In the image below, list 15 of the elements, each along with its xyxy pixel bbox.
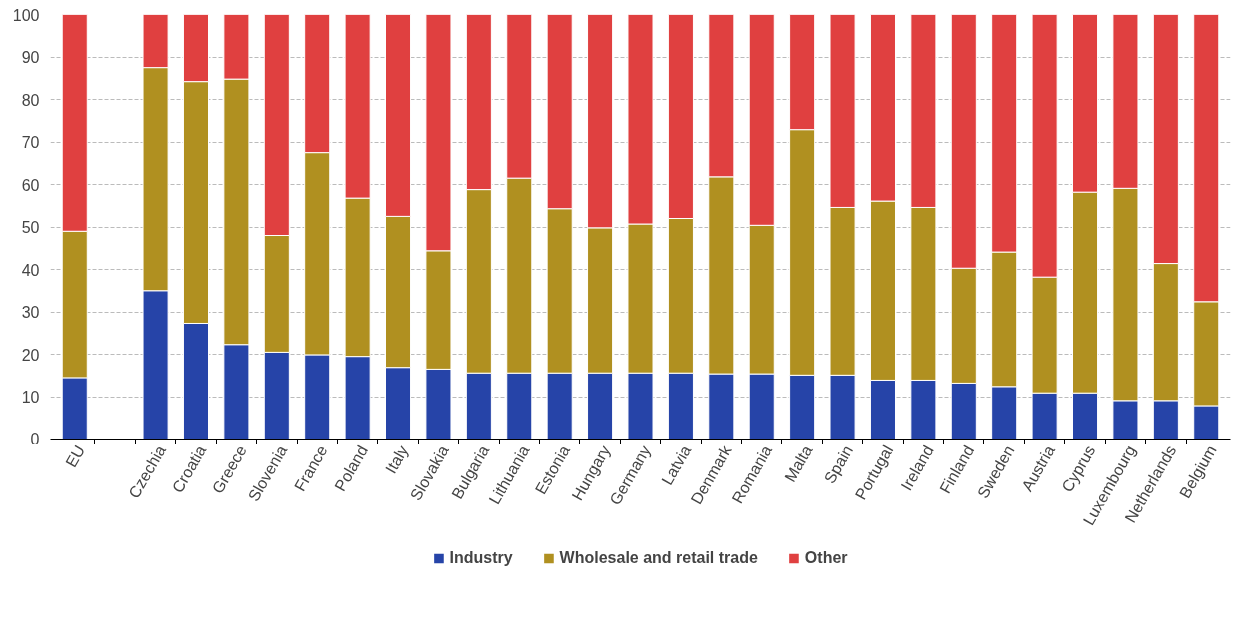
y-tick-label: 100 [12,6,40,24]
y-tick-label: 70 [21,134,40,151]
y-tick-label: 90 [21,49,40,66]
legend-label: Other [804,549,848,567]
legend-label: Industry [449,549,513,567]
y-tick-label: 10 [21,389,40,406]
x-tick-label: EU [62,442,89,471]
y-tick-label: 20 [21,346,40,364]
y-tick-label: 40 [21,261,40,279]
y-tick-label: 60 [21,176,40,194]
y-tick-label: 50 [21,219,40,236]
y-tick-label: 0 [30,430,40,448]
y-tick-label: 30 [21,304,40,321]
y-tick-label: 80 [21,91,40,109]
legend-label: Wholesale and retail trade [559,549,758,567]
